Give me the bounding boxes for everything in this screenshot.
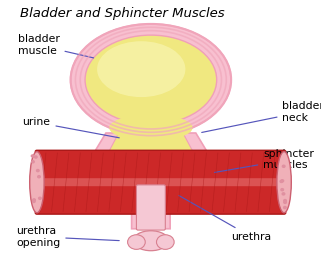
Circle shape: [282, 165, 285, 167]
Circle shape: [284, 200, 286, 202]
Text: Bladder and Sphincter Muscles: Bladder and Sphincter Muscles: [20, 7, 224, 20]
Circle shape: [33, 199, 35, 201]
Text: sphincter
muscles: sphincter muscles: [215, 149, 314, 172]
Text: bladder
muscle: bladder muscle: [18, 34, 94, 58]
Circle shape: [284, 201, 286, 203]
Ellipse shape: [127, 235, 145, 250]
Circle shape: [32, 200, 35, 202]
Circle shape: [284, 206, 286, 209]
Circle shape: [31, 155, 34, 157]
Ellipse shape: [157, 235, 174, 250]
Text: bladder
neck: bladder neck: [202, 101, 321, 132]
Ellipse shape: [85, 35, 217, 124]
Ellipse shape: [277, 152, 291, 213]
FancyBboxPatch shape: [39, 178, 282, 186]
Circle shape: [38, 176, 40, 178]
Polygon shape: [106, 133, 196, 229]
Ellipse shape: [97, 41, 186, 97]
Ellipse shape: [30, 152, 44, 213]
Text: urethra
opening: urethra opening: [16, 226, 119, 248]
Ellipse shape: [71, 24, 231, 136]
Circle shape: [282, 193, 285, 195]
Polygon shape: [90, 133, 212, 229]
Circle shape: [281, 180, 284, 182]
Text: urethra: urethra: [179, 196, 271, 242]
Circle shape: [280, 180, 283, 182]
FancyBboxPatch shape: [35, 150, 286, 214]
Text: urine: urine: [22, 117, 119, 138]
Circle shape: [32, 161, 34, 163]
Circle shape: [37, 169, 39, 172]
FancyBboxPatch shape: [136, 185, 165, 230]
Ellipse shape: [133, 231, 169, 251]
Circle shape: [34, 156, 37, 158]
Circle shape: [281, 189, 283, 191]
Ellipse shape: [109, 114, 193, 141]
Circle shape: [39, 197, 41, 199]
